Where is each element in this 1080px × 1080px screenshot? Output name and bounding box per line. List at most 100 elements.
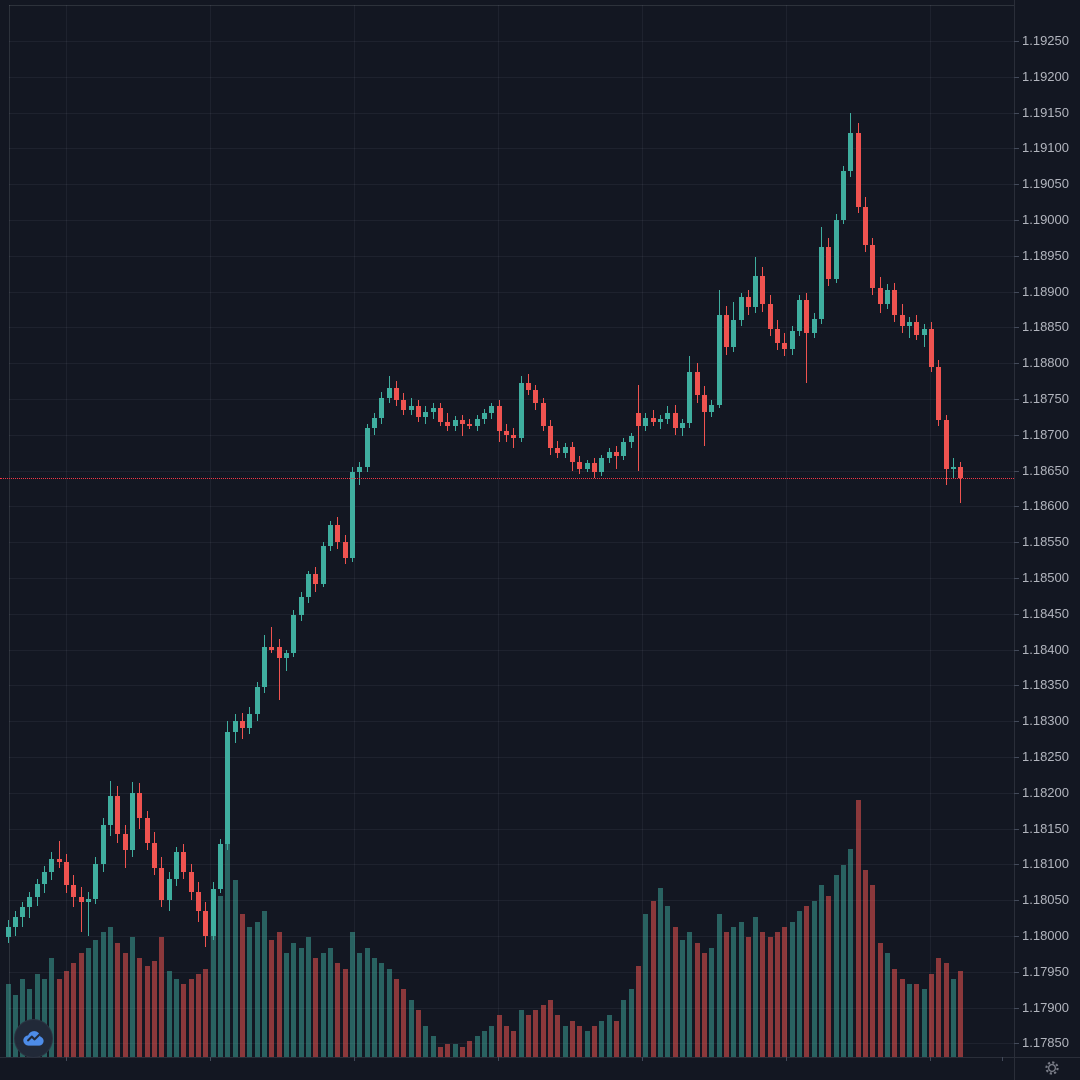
volume-bar — [943, 963, 949, 1057]
time-axis-tick — [930, 1057, 931, 1061]
time-axis-tick — [354, 1057, 355, 1061]
volume-bar — [306, 937, 312, 1057]
price-tick-label: 1.17850 — [1022, 1035, 1069, 1051]
volume-bar — [313, 958, 319, 1057]
volume-bar — [49, 958, 55, 1057]
candle-body — [64, 861, 70, 886]
candle-wick — [278, 638, 280, 700]
candle-wick — [58, 840, 60, 868]
volume-bar — [181, 984, 187, 1057]
time-axis-tick — [210, 1057, 211, 1061]
candle-body — [12, 917, 18, 928]
price-axis-tick — [1014, 399, 1019, 400]
candle-body — [819, 247, 825, 319]
volume-bar — [533, 1010, 539, 1057]
volume-bar — [855, 799, 861, 1057]
volume-bar — [569, 1020, 575, 1057]
volume-bar — [298, 947, 304, 1057]
tradingview-logo-button[interactable] — [14, 1019, 53, 1058]
candle-body — [621, 441, 627, 457]
candle-body — [511, 434, 517, 439]
grid-line-horizontal — [9, 76, 1014, 78]
volume-bar — [811, 901, 817, 1057]
grid-line-horizontal — [9, 148, 1014, 150]
candle-body — [20, 907, 26, 918]
volume-bar — [12, 994, 18, 1057]
volume-bar — [64, 971, 70, 1057]
time-axis-tick — [66, 1057, 67, 1061]
price-axis-tick — [1014, 721, 1019, 723]
price-tick-label: 1.17900 — [1022, 999, 1069, 1015]
volume-bar — [42, 979, 48, 1057]
price-axis-tick — [1014, 291, 1019, 293]
candle-body — [49, 858, 55, 872]
volume-bar — [262, 911, 268, 1057]
volume-bar — [445, 1044, 451, 1057]
price-tick-label: 1.18550 — [1022, 534, 1069, 550]
volume-bar — [144, 966, 150, 1057]
candle-wick — [271, 626, 273, 654]
candle-body — [210, 889, 216, 936]
volume-bar — [914, 984, 920, 1057]
volume-bar — [437, 1046, 443, 1057]
candle-body — [262, 646, 268, 687]
volume-bar — [218, 895, 224, 1057]
volume-bar — [350, 932, 355, 1057]
candle-body — [445, 421, 451, 427]
volume-bar — [328, 947, 334, 1057]
candle-body — [467, 424, 473, 427]
volume-bar — [269, 940, 275, 1057]
grid-line-horizontal — [9, 828, 1014, 830]
volume-bar — [826, 895, 832, 1057]
candle-wick — [637, 384, 639, 471]
volume-bar — [833, 875, 839, 1057]
volume-bar — [657, 888, 663, 1057]
candle-wick — [923, 323, 925, 348]
candle-body — [474, 419, 480, 427]
volume-bar — [591, 1025, 597, 1057]
candle-body — [386, 388, 392, 398]
settings-button[interactable] — [1043, 1059, 1061, 1077]
price-axis[interactable]: 1.19250 1.19200 1.19150 1.19100 1.19050 1.190… — [1015, 0, 1080, 1057]
price-tick-label: 1.18200 — [1022, 784, 1069, 800]
candle-body — [738, 297, 744, 321]
candle-wick — [461, 414, 463, 437]
candle-body — [174, 851, 180, 879]
candle-body — [569, 446, 575, 462]
candle-body — [130, 792, 136, 851]
candle-body — [415, 406, 421, 417]
volume-bar — [709, 947, 715, 1057]
volume-bar — [459, 1046, 465, 1057]
candle-body — [870, 245, 876, 288]
time-axis-tick — [1002, 1057, 1003, 1061]
grid-line-horizontal — [9, 936, 1014, 937]
candle-body — [687, 371, 693, 424]
grid-line-horizontal — [9, 613, 1014, 615]
candle-body — [56, 858, 62, 862]
price-axis-separator — [1014, 0, 1015, 1080]
volume-bar — [423, 1025, 429, 1057]
volume-bar — [577, 1025, 583, 1057]
volume-bar — [408, 999, 414, 1057]
candle-body — [357, 467, 363, 473]
volume-bar — [93, 940, 99, 1057]
candle-body — [459, 420, 465, 425]
candle-body — [144, 817, 150, 843]
volume-bar — [203, 968, 209, 1057]
grid-line-vertical — [66, 5, 67, 1057]
price-axis-tick — [1014, 506, 1019, 508]
candle-body — [562, 446, 568, 453]
pane-border-left — [9, 5, 10, 1057]
candle-body — [657, 419, 663, 422]
chart-pane[interactable] — [0, 0, 1014, 1057]
grid-line-horizontal — [9, 506, 1014, 508]
volume-bar — [687, 932, 693, 1057]
candle-body — [503, 431, 509, 435]
time-axis[interactable]: 06:0012:0018:00706:0012:0018:0021:3 — [0, 1058, 1014, 1080]
volume-bar — [5, 984, 11, 1057]
grid-line-horizontal — [9, 900, 1014, 902]
volume-bar — [415, 1010, 421, 1057]
candle-body — [452, 420, 458, 427]
volume-bar — [643, 914, 649, 1057]
candle-body — [841, 171, 847, 220]
